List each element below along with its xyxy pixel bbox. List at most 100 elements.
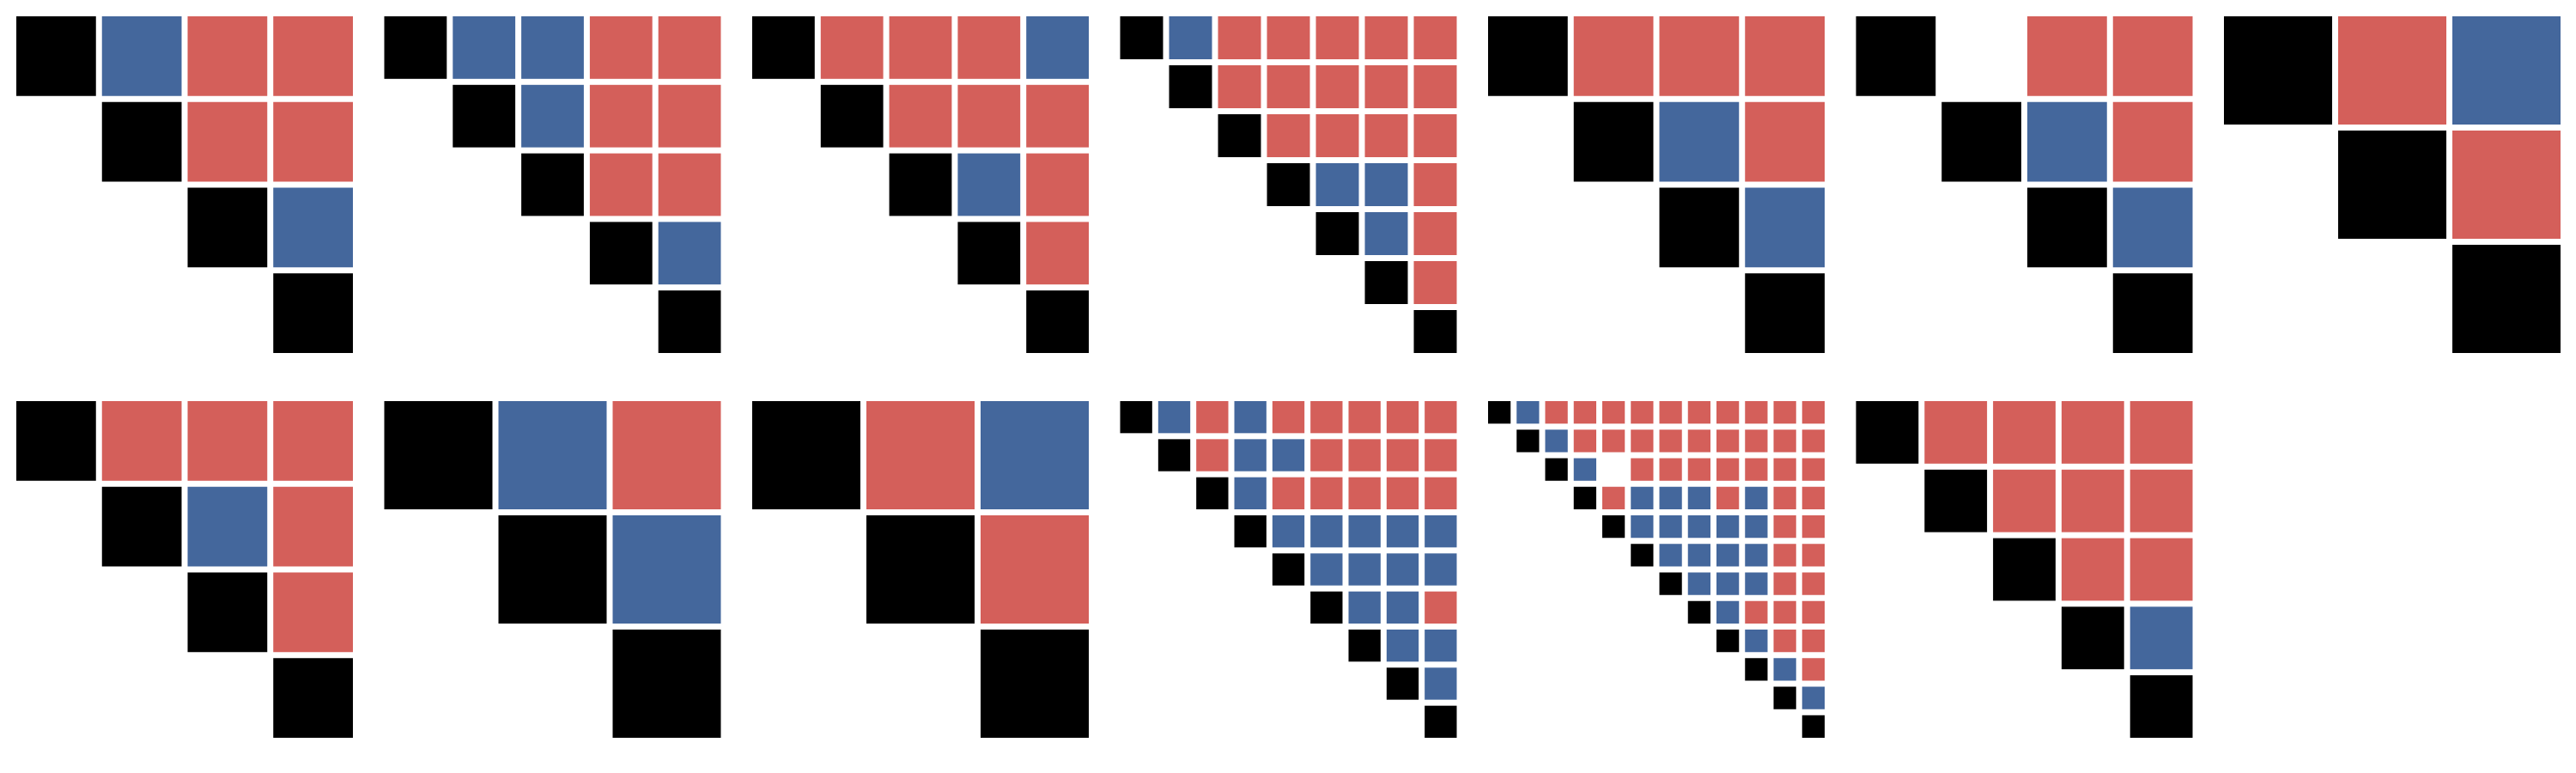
cell bbox=[273, 187, 353, 268]
cell bbox=[16, 16, 96, 96]
cell bbox=[187, 16, 268, 96]
cell bbox=[1801, 686, 1825, 709]
matrix-panel bbox=[16, 401, 353, 738]
cell bbox=[1386, 591, 1419, 624]
cell bbox=[658, 16, 721, 79]
cell bbox=[1157, 439, 1191, 472]
cell bbox=[1773, 600, 1796, 624]
cell bbox=[1573, 458, 1596, 481]
cell bbox=[1801, 515, 1825, 539]
cell bbox=[1773, 515, 1796, 539]
cell bbox=[2452, 16, 2561, 125]
cell bbox=[957, 16, 1021, 79]
cell bbox=[2112, 101, 2193, 182]
cell bbox=[1413, 65, 1457, 108]
matrix-panel bbox=[752, 401, 1089, 738]
cell bbox=[1801, 544, 1825, 567]
cell bbox=[384, 16, 447, 79]
cell bbox=[1924, 469, 1988, 533]
cell bbox=[1716, 515, 1740, 539]
cell bbox=[820, 16, 884, 79]
cell bbox=[1120, 401, 1152, 434]
cell bbox=[1801, 658, 1825, 681]
cell bbox=[2129, 401, 2193, 464]
cell bbox=[273, 401, 353, 481]
cell bbox=[1716, 486, 1740, 509]
cell bbox=[1801, 486, 1825, 509]
cell bbox=[1234, 401, 1267, 434]
cell bbox=[273, 486, 353, 567]
cell bbox=[1631, 515, 1654, 539]
cell bbox=[1026, 222, 1089, 285]
cell bbox=[2027, 101, 2107, 182]
cell bbox=[1348, 477, 1381, 509]
cell bbox=[1348, 515, 1381, 548]
cell bbox=[1941, 16, 2021, 96]
cell bbox=[1386, 477, 1419, 509]
cell bbox=[957, 153, 1021, 216]
cell bbox=[1545, 401, 1568, 424]
matrix-panel bbox=[2224, 16, 2561, 353]
cell bbox=[1413, 114, 1457, 157]
cell bbox=[1364, 114, 1408, 157]
cell bbox=[658, 84, 721, 148]
cell bbox=[957, 84, 1021, 148]
cell bbox=[1687, 486, 1710, 509]
cell bbox=[1267, 16, 1310, 59]
cell bbox=[2112, 187, 2193, 268]
cell bbox=[1310, 515, 1343, 548]
cell bbox=[1573, 486, 1596, 509]
cell bbox=[16, 401, 96, 481]
cell bbox=[866, 515, 975, 624]
cell bbox=[1801, 429, 1825, 453]
cell bbox=[1745, 486, 1768, 509]
cell bbox=[1659, 486, 1682, 509]
cell bbox=[1745, 572, 1768, 595]
cell bbox=[820, 84, 884, 148]
cell bbox=[1425, 553, 1457, 586]
cell bbox=[1993, 401, 2056, 464]
cell bbox=[1602, 458, 1625, 481]
cell bbox=[1386, 401, 1419, 434]
cell bbox=[187, 486, 268, 567]
cell bbox=[1425, 630, 1457, 662]
cell bbox=[187, 572, 268, 653]
cell bbox=[1218, 65, 1261, 108]
cell bbox=[1545, 458, 1568, 481]
cell bbox=[1310, 553, 1343, 586]
cell bbox=[1425, 401, 1457, 434]
cell bbox=[1687, 458, 1710, 481]
cell bbox=[521, 84, 584, 148]
cell bbox=[1856, 16, 1936, 96]
cell bbox=[957, 222, 1021, 285]
cell bbox=[187, 101, 268, 182]
cell bbox=[1386, 667, 1419, 700]
cell bbox=[101, 101, 182, 182]
matrix-panel bbox=[16, 16, 353, 353]
cell bbox=[1602, 401, 1625, 424]
cell bbox=[1773, 658, 1796, 681]
cell bbox=[453, 84, 516, 148]
cell bbox=[1716, 458, 1740, 481]
cell bbox=[612, 630, 721, 738]
cell bbox=[1631, 401, 1654, 424]
cell bbox=[1272, 553, 1305, 586]
cell bbox=[1234, 515, 1267, 548]
matrix-panel bbox=[384, 16, 721, 353]
cell bbox=[1425, 439, 1457, 472]
cell bbox=[2338, 16, 2446, 125]
cell bbox=[1801, 572, 1825, 595]
cell bbox=[1745, 600, 1768, 624]
cell bbox=[1716, 600, 1740, 624]
cell bbox=[981, 630, 1089, 738]
cell bbox=[1516, 429, 1540, 453]
cell bbox=[1413, 212, 1457, 255]
cell bbox=[1348, 439, 1381, 472]
cell bbox=[1157, 401, 1191, 434]
cell bbox=[1659, 458, 1682, 481]
cell bbox=[1386, 630, 1419, 662]
cell bbox=[1315, 114, 1359, 157]
cell bbox=[1413, 16, 1457, 59]
cell bbox=[1773, 401, 1796, 424]
